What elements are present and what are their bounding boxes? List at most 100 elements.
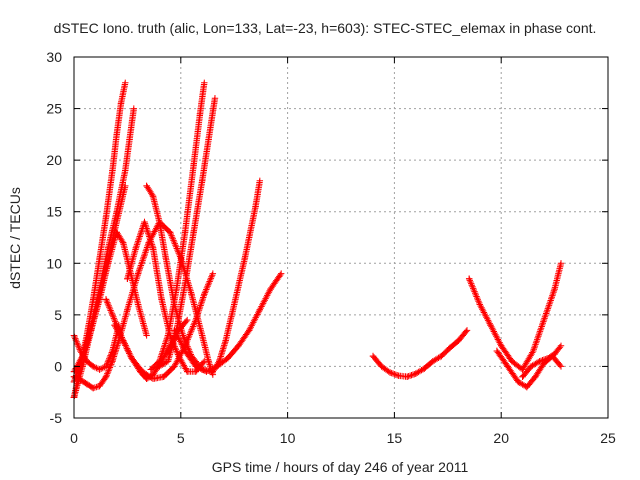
data-point — [213, 363, 221, 370]
data-point — [519, 366, 526, 373]
y-tick-label: 15 — [46, 204, 62, 220]
data-point — [171, 327, 178, 334]
data-point — [109, 358, 116, 365]
data-point — [446, 344, 454, 352]
series-15 — [465, 260, 565, 373]
data-point — [201, 358, 208, 365]
data-point — [252, 203, 259, 210]
data-point — [143, 182, 150, 190]
data-point — [141, 218, 148, 226]
data-point — [557, 363, 565, 370]
data-point — [209, 270, 217, 277]
data-point — [190, 162, 197, 169]
data-point — [134, 270, 142, 277]
x-tick-label: 5 — [177, 430, 185, 446]
data-point — [113, 229, 120, 236]
data-point — [96, 254, 103, 262]
data-point — [96, 382, 103, 390]
data-point — [179, 332, 187, 339]
y-tick-label: 20 — [46, 152, 62, 168]
data-point — [465, 275, 473, 282]
series-17 — [519, 342, 565, 380]
data-point — [132, 244, 140, 252]
data-point — [77, 376, 84, 384]
series-10 — [143, 177, 264, 375]
x-tick-label: 20 — [493, 430, 509, 446]
y-tick-label: 10 — [46, 255, 62, 271]
data-point — [128, 354, 135, 362]
data-point — [171, 363, 178, 370]
data-point — [139, 368, 146, 375]
y-tick-label: 25 — [46, 101, 62, 117]
data-point — [102, 373, 110, 380]
data-point — [175, 352, 182, 360]
data-point — [113, 131, 120, 138]
data-point — [557, 342, 565, 349]
data-point — [96, 296, 103, 303]
data-point — [224, 354, 231, 362]
data-point — [113, 218, 120, 226]
data-point — [256, 306, 264, 313]
data-point — [126, 136, 133, 143]
data-point — [277, 270, 285, 277]
data-point — [149, 244, 157, 252]
data-point — [421, 365, 428, 372]
data-point — [378, 363, 385, 370]
data-point — [102, 213, 110, 221]
data-point — [149, 375, 157, 383]
data-point — [83, 358, 91, 365]
data-point — [235, 342, 242, 349]
data-point — [166, 229, 174, 236]
data-point — [124, 306, 131, 313]
data-point — [119, 239, 127, 246]
data-point — [192, 316, 199, 324]
data-point — [369, 352, 377, 360]
data-point — [109, 167, 116, 174]
series-plus-markers — [369, 328, 470, 380]
data-point — [79, 352, 86, 360]
data-point — [476, 301, 484, 308]
data-point — [241, 254, 249, 262]
data-point — [404, 373, 411, 380]
x-tick-label: 15 — [387, 430, 403, 446]
data-point — [386, 369, 394, 376]
data-point — [544, 354, 552, 362]
data-point — [523, 383, 531, 391]
data-points — [70, 79, 565, 401]
data-point — [515, 378, 522, 386]
x-tick-label: 10 — [280, 430, 296, 446]
data-point — [164, 358, 172, 365]
data-point — [79, 363, 86, 370]
y-tick-label: 0 — [54, 358, 62, 374]
data-point — [87, 327, 95, 334]
data-point — [160, 373, 167, 380]
data-point — [122, 182, 129, 190]
series-12 — [156, 95, 219, 370]
data-point — [256, 177, 264, 184]
data-point — [184, 368, 191, 375]
data-point — [455, 337, 462, 344]
data-point — [90, 384, 97, 392]
data-point — [104, 260, 112, 267]
data-point — [124, 275, 131, 282]
data-point — [245, 327, 253, 334]
data-point — [188, 291, 195, 298]
data-point — [181, 280, 189, 288]
data-point — [184, 316, 191, 324]
y-tick-label: 30 — [46, 49, 62, 65]
data-point — [164, 332, 172, 339]
x-tick-label: 25 — [600, 430, 616, 446]
data-point — [147, 366, 155, 373]
plot-frame — [73, 56, 609, 419]
series-9 — [124, 218, 208, 375]
data-point — [122, 79, 129, 86]
data-point — [134, 301, 142, 308]
data-point — [504, 363, 511, 370]
data-point — [205, 136, 212, 143]
data-point — [149, 193, 157, 200]
data-point — [519, 373, 526, 380]
data-point — [117, 100, 125, 107]
data-point — [90, 363, 97, 370]
data-point — [412, 370, 419, 377]
